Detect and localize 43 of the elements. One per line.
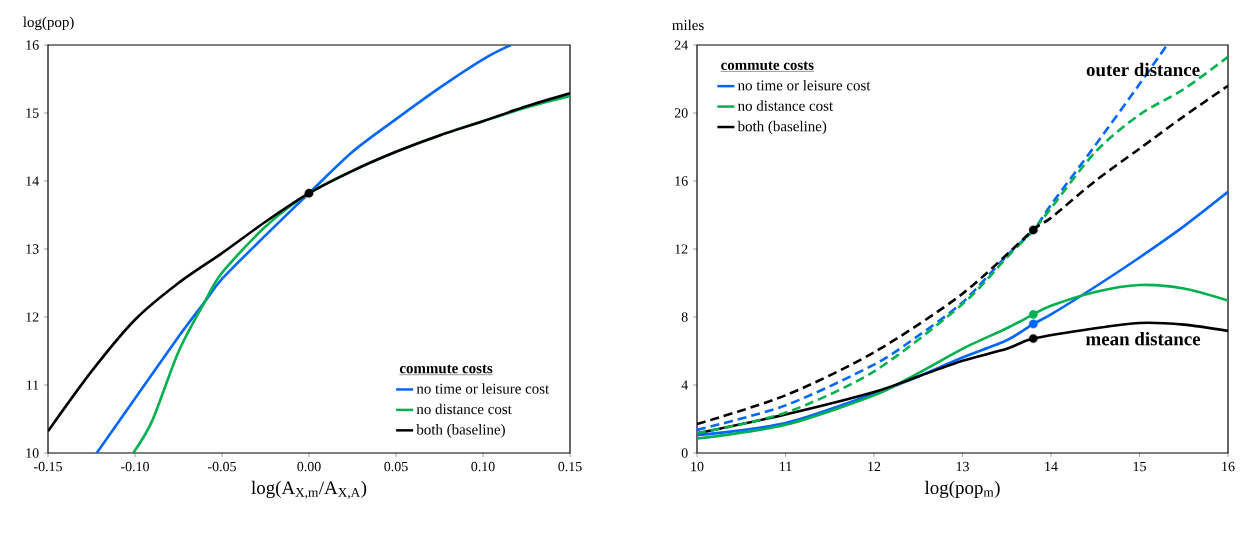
x-tick-label: -0.15 [33, 461, 62, 472]
legend-label: no distance cost [737, 100, 833, 111]
legend-label: no time or leisure cost [737, 79, 871, 91]
legend-title: commute costs [721, 61, 814, 71]
x-tick-label: 14 [1045, 461, 1058, 472]
y-tick-label: 16 [675, 176, 688, 186]
x-tick-label: -0.05 [207, 461, 236, 472]
y-tick-label: 15 [26, 108, 39, 118]
y-tick-label: 16 [26, 40, 39, 50]
y-axis-title: miles [672, 19, 704, 31]
legend-label: both (baseline) [416, 424, 505, 438]
x-tick-label: 0.10 [471, 461, 495, 472]
x-tick-label: 0.00 [297, 461, 321, 472]
y-tick-label: 12 [26, 312, 39, 322]
x-tick-label: 13 [956, 461, 969, 472]
y-tick-label: 20 [674, 108, 688, 118]
y-tick-label: 14 [26, 176, 39, 186]
y-tick-label: 0 [681, 448, 688, 458]
y-tick-label: 4 [681, 380, 688, 390]
y-tick-label: 10 [26, 448, 39, 458]
y-axis-title: log(pop) [23, 16, 74, 31]
x-tick-label: 15 [1133, 461, 1146, 472]
legend-label: no distance cost [416, 403, 512, 415]
legend-label: no time or leisure cost [416, 383, 550, 394]
line-series [697, 283, 1229, 440]
y-tick-label: 12 [675, 244, 688, 254]
x-tick-label: 0.15 [558, 461, 582, 472]
x-tick-label: 10 [691, 461, 704, 472]
x-axis-title: log(A$_{X,m}$/A$_{X,A}$) [251, 480, 367, 499]
y-tick-label: 13 [26, 244, 39, 254]
x-tick-label: 12 [868, 461, 881, 472]
x-tick-label: -0.10 [120, 461, 149, 472]
annotation: mean distance [1085, 332, 1201, 346]
annotation: outer distance [1086, 62, 1200, 77]
x-tick-label: 11 [780, 461, 792, 472]
y-tick-label: 24 [674, 40, 688, 50]
x-tick-label: 0.05 [384, 461, 408, 472]
legend-label: both (baseline) [737, 120, 827, 135]
legend-title: commute costs [399, 364, 493, 374]
y-tick-label: 8 [681, 312, 688, 322]
x-tick-label: 16 [1222, 461, 1235, 472]
x-axis-title: log(pop$_{m}$) [924, 480, 1000, 498]
y-tick-label: 11 [26, 380, 39, 390]
